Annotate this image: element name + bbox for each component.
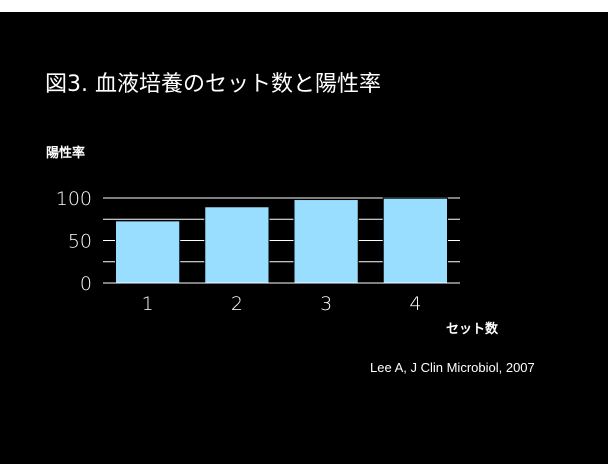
x-tick-label: 2 bbox=[231, 293, 243, 315]
slide-title: 図3. 血液培養のセット数と陽性率 bbox=[45, 72, 381, 97]
bar-3 bbox=[293, 199, 359, 284]
y-axis-label: 陽性率 bbox=[46, 146, 86, 161]
x-tick-label: 3 bbox=[320, 293, 332, 315]
x-axis-label: セット数 bbox=[446, 322, 499, 337]
citation: Lee A, J Clin Microbiol, 2007 bbox=[370, 360, 535, 375]
x-tick-label: 1 bbox=[142, 293, 154, 315]
bar-1 bbox=[114, 220, 181, 284]
y-tick-label: 50 bbox=[68, 231, 92, 253]
bar-4 bbox=[382, 197, 449, 284]
bar-2 bbox=[204, 206, 270, 284]
y-tick-label: 0 bbox=[80, 273, 92, 295]
y-tick-label: 100 bbox=[56, 188, 92, 210]
x-tick-label: 4 bbox=[409, 293, 421, 315]
